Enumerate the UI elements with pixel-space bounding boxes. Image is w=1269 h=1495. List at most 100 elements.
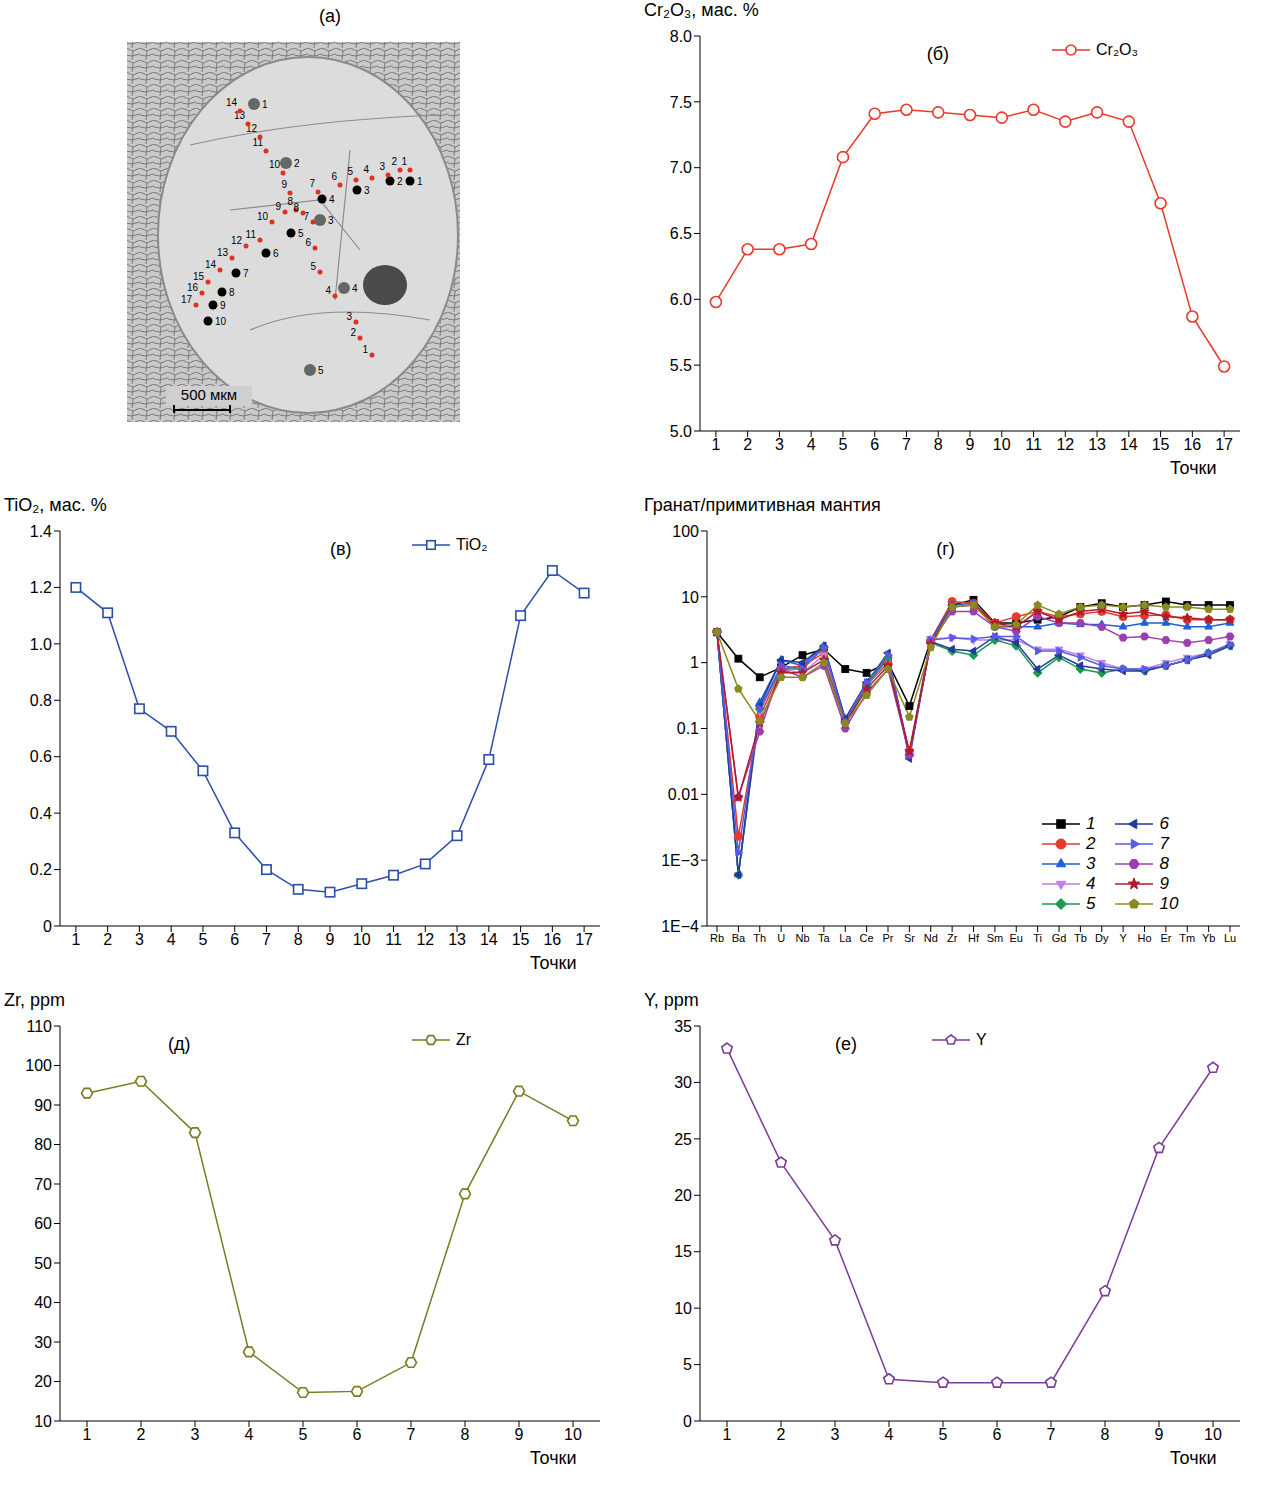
svg-text:Ta: Ta: [818, 932, 831, 944]
svg-text:4: 4: [245, 1426, 254, 1443]
svg-text:17: 17: [575, 931, 593, 948]
svg-text:1E−3: 1E−3: [661, 852, 699, 869]
svg-text:5: 5: [318, 365, 324, 376]
svg-text:2: 2: [397, 176, 403, 187]
svg-text:6: 6: [273, 248, 279, 259]
svg-text:1: 1: [362, 344, 368, 355]
svg-text:1: 1: [417, 176, 423, 187]
svg-text:7: 7: [243, 268, 249, 279]
svg-text:9: 9: [275, 201, 281, 212]
svg-text:0: 0: [43, 918, 52, 935]
svg-text:10: 10: [34, 1413, 52, 1430]
svg-text:10: 10: [1204, 1426, 1222, 1443]
svg-text:Ti: Ti: [1033, 932, 1042, 944]
svg-text:Tm: Tm: [1179, 932, 1195, 944]
svg-text:1: 1: [711, 436, 720, 453]
svg-text:0: 0: [683, 1413, 692, 1430]
svg-text:10: 10: [993, 436, 1011, 453]
svg-text:Y: Y: [1119, 932, 1127, 944]
svg-text:Nb: Nb: [795, 932, 809, 944]
svg-text:12: 12: [1056, 436, 1074, 453]
svg-text:La: La: [839, 932, 852, 944]
svg-text:Ho: Ho: [1137, 932, 1151, 944]
svg-text:9: 9: [966, 436, 975, 453]
svg-text:4: 4: [325, 285, 331, 296]
svg-text:2: 2: [391, 156, 397, 167]
svg-text:0.2: 0.2: [30, 861, 52, 878]
svg-text:5: 5: [298, 228, 304, 239]
svg-text:7.0: 7.0: [670, 159, 692, 176]
svg-text:14: 14: [480, 931, 498, 948]
svg-text:8: 8: [294, 931, 303, 948]
svg-text:1.2: 1.2: [30, 579, 52, 596]
svg-text:Ba: Ba: [732, 932, 746, 944]
svg-text:6: 6: [993, 1426, 1002, 1443]
svg-text:7: 7: [1047, 1426, 1056, 1443]
svg-text:1E−4: 1E−4: [661, 918, 699, 935]
svg-text:2: 2: [137, 1426, 146, 1443]
svg-text:1: 1: [401, 156, 407, 167]
svg-text:6.0: 6.0: [670, 291, 692, 308]
svg-text:3: 3: [135, 931, 144, 948]
svg-text:5.0: 5.0: [670, 423, 692, 440]
svg-text:10: 10: [269, 159, 281, 170]
svg-text:1: 1: [262, 99, 268, 110]
svg-text:Sr: Sr: [904, 932, 915, 944]
svg-text:1: 1: [83, 1426, 92, 1443]
svg-text:Zr: Zr: [947, 932, 958, 944]
svg-text:7: 7: [309, 178, 315, 189]
svg-text:1.4: 1.4: [30, 523, 52, 540]
svg-text:Lu: Lu: [1224, 932, 1236, 944]
svg-text:40: 40: [34, 1294, 52, 1311]
svg-text:Gd: Gd: [1052, 932, 1067, 944]
svg-text:Th: Th: [753, 932, 766, 944]
svg-text:20: 20: [674, 1187, 692, 1204]
svg-text:Nd: Nd: [924, 932, 938, 944]
svg-text:13: 13: [1088, 436, 1106, 453]
svg-text:Dy: Dy: [1095, 932, 1109, 944]
svg-text:Hf: Hf: [968, 932, 980, 944]
svg-text:5: 5: [939, 1426, 948, 1443]
svg-text:8.0: 8.0: [670, 28, 692, 45]
svg-text:50: 50: [34, 1255, 52, 1272]
svg-text:0.1: 0.1: [677, 720, 699, 737]
svg-text:30: 30: [34, 1334, 52, 1351]
svg-text:20: 20: [34, 1373, 52, 1390]
svg-text:25: 25: [674, 1131, 692, 1148]
svg-text:0.6: 0.6: [30, 748, 52, 765]
svg-text:14: 14: [1120, 436, 1138, 453]
svg-text:9: 9: [326, 931, 335, 948]
svg-text:2: 2: [743, 436, 752, 453]
svg-text:3: 3: [346, 311, 352, 322]
svg-text:100: 100: [672, 523, 699, 540]
svg-text:8: 8: [934, 436, 943, 453]
svg-text:5: 5: [838, 436, 847, 453]
svg-text:6: 6: [331, 171, 337, 182]
svg-text:Eu: Eu: [1010, 932, 1023, 944]
svg-text:2: 2: [350, 327, 356, 338]
svg-text:8: 8: [229, 287, 235, 298]
svg-text:3: 3: [831, 1426, 840, 1443]
svg-text:11: 11: [246, 229, 257, 240]
svg-text:500 мкм: 500 мкм: [181, 386, 237, 403]
svg-text:10: 10: [674, 1300, 692, 1317]
svg-text:16: 16: [543, 931, 561, 948]
svg-text:2: 2: [103, 931, 112, 948]
svg-text:17: 17: [181, 294, 193, 305]
svg-text:5: 5: [347, 166, 353, 177]
svg-text:3: 3: [379, 161, 385, 172]
svg-text:17: 17: [1215, 436, 1233, 453]
svg-text:9: 9: [281, 179, 287, 190]
svg-text:Rb: Rb: [710, 932, 724, 944]
svg-text:110: 110: [26, 1018, 52, 1035]
svg-text:12: 12: [231, 235, 243, 246]
svg-text:3: 3: [191, 1426, 200, 1443]
svg-text:9: 9: [515, 1426, 524, 1443]
svg-text:16: 16: [187, 282, 199, 293]
svg-text:10: 10: [564, 1426, 582, 1443]
svg-text:2: 2: [777, 1426, 786, 1443]
svg-text:13: 13: [448, 931, 466, 948]
svg-text:Er: Er: [1160, 932, 1171, 944]
svg-text:5.5: 5.5: [670, 357, 692, 374]
svg-text:16: 16: [1183, 436, 1201, 453]
